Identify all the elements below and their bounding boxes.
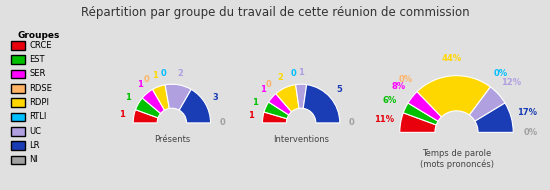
Text: 8%: 8% <box>392 82 406 91</box>
Wedge shape <box>400 113 436 132</box>
Text: 1: 1 <box>252 97 258 107</box>
Wedge shape <box>135 98 161 118</box>
Wedge shape <box>403 103 438 125</box>
Wedge shape <box>179 89 211 123</box>
Wedge shape <box>417 76 491 117</box>
Text: 2: 2 <box>277 73 283 82</box>
Text: LR: LR <box>30 141 40 150</box>
Text: Présents: Présents <box>154 135 190 143</box>
Text: 1: 1 <box>152 71 158 80</box>
Text: SER: SER <box>30 70 46 78</box>
Text: 1: 1 <box>125 93 131 102</box>
FancyBboxPatch shape <box>11 55 25 64</box>
Text: UC: UC <box>30 127 42 136</box>
Wedge shape <box>142 89 164 113</box>
Wedge shape <box>408 92 442 121</box>
Text: 0: 0 <box>265 80 271 89</box>
Wedge shape <box>133 110 158 123</box>
Text: Répartition par groupe du travail de cette réunion de commission: Répartition par groupe du travail de cet… <box>81 6 469 19</box>
Text: RTLI: RTLI <box>30 112 47 121</box>
Text: Groupes: Groupes <box>17 31 59 40</box>
Text: 0: 0 <box>160 69 166 78</box>
Wedge shape <box>165 84 191 110</box>
Text: 2: 2 <box>178 69 184 78</box>
Text: 6%: 6% <box>383 96 397 105</box>
FancyBboxPatch shape <box>11 127 25 136</box>
Text: Interventions: Interventions <box>273 135 329 143</box>
Text: NI: NI <box>30 155 38 165</box>
Text: 0: 0 <box>219 118 225 127</box>
Text: 0: 0 <box>144 75 150 84</box>
Text: CRCE: CRCE <box>30 41 52 50</box>
FancyBboxPatch shape <box>11 141 25 150</box>
Wedge shape <box>276 85 299 112</box>
Text: 44%: 44% <box>442 54 462 63</box>
Text: 12%: 12% <box>501 78 521 87</box>
Wedge shape <box>262 112 287 123</box>
Text: 3: 3 <box>212 93 218 102</box>
FancyBboxPatch shape <box>11 41 25 50</box>
Text: RDSE: RDSE <box>30 84 52 93</box>
Text: 1: 1 <box>119 110 125 119</box>
FancyBboxPatch shape <box>11 156 25 164</box>
FancyBboxPatch shape <box>11 70 25 78</box>
Text: 0%: 0% <box>493 69 508 78</box>
Text: 1: 1 <box>260 86 266 94</box>
Text: 1: 1 <box>136 80 142 89</box>
Wedge shape <box>295 84 307 108</box>
Text: 1: 1 <box>298 68 304 77</box>
FancyBboxPatch shape <box>11 98 25 107</box>
Wedge shape <box>264 102 289 119</box>
FancyBboxPatch shape <box>11 113 25 121</box>
Text: RDPI: RDPI <box>30 98 50 107</box>
Text: 0: 0 <box>291 69 297 78</box>
Wedge shape <box>475 103 513 132</box>
Text: 17%: 17% <box>518 108 537 117</box>
Text: 1: 1 <box>249 111 254 120</box>
Wedge shape <box>152 85 169 110</box>
Wedge shape <box>303 85 340 123</box>
Text: 0: 0 <box>349 118 354 127</box>
FancyBboxPatch shape <box>11 84 25 93</box>
Wedge shape <box>469 87 505 121</box>
Wedge shape <box>268 94 292 115</box>
Text: 0%: 0% <box>523 128 537 137</box>
Text: 5: 5 <box>336 86 342 94</box>
Text: EST: EST <box>30 55 45 64</box>
Text: Temps de parole
(mots prononcés): Temps de parole (mots prononcés) <box>420 149 493 169</box>
Text: 11%: 11% <box>374 115 394 124</box>
Text: 0%: 0% <box>398 75 412 84</box>
